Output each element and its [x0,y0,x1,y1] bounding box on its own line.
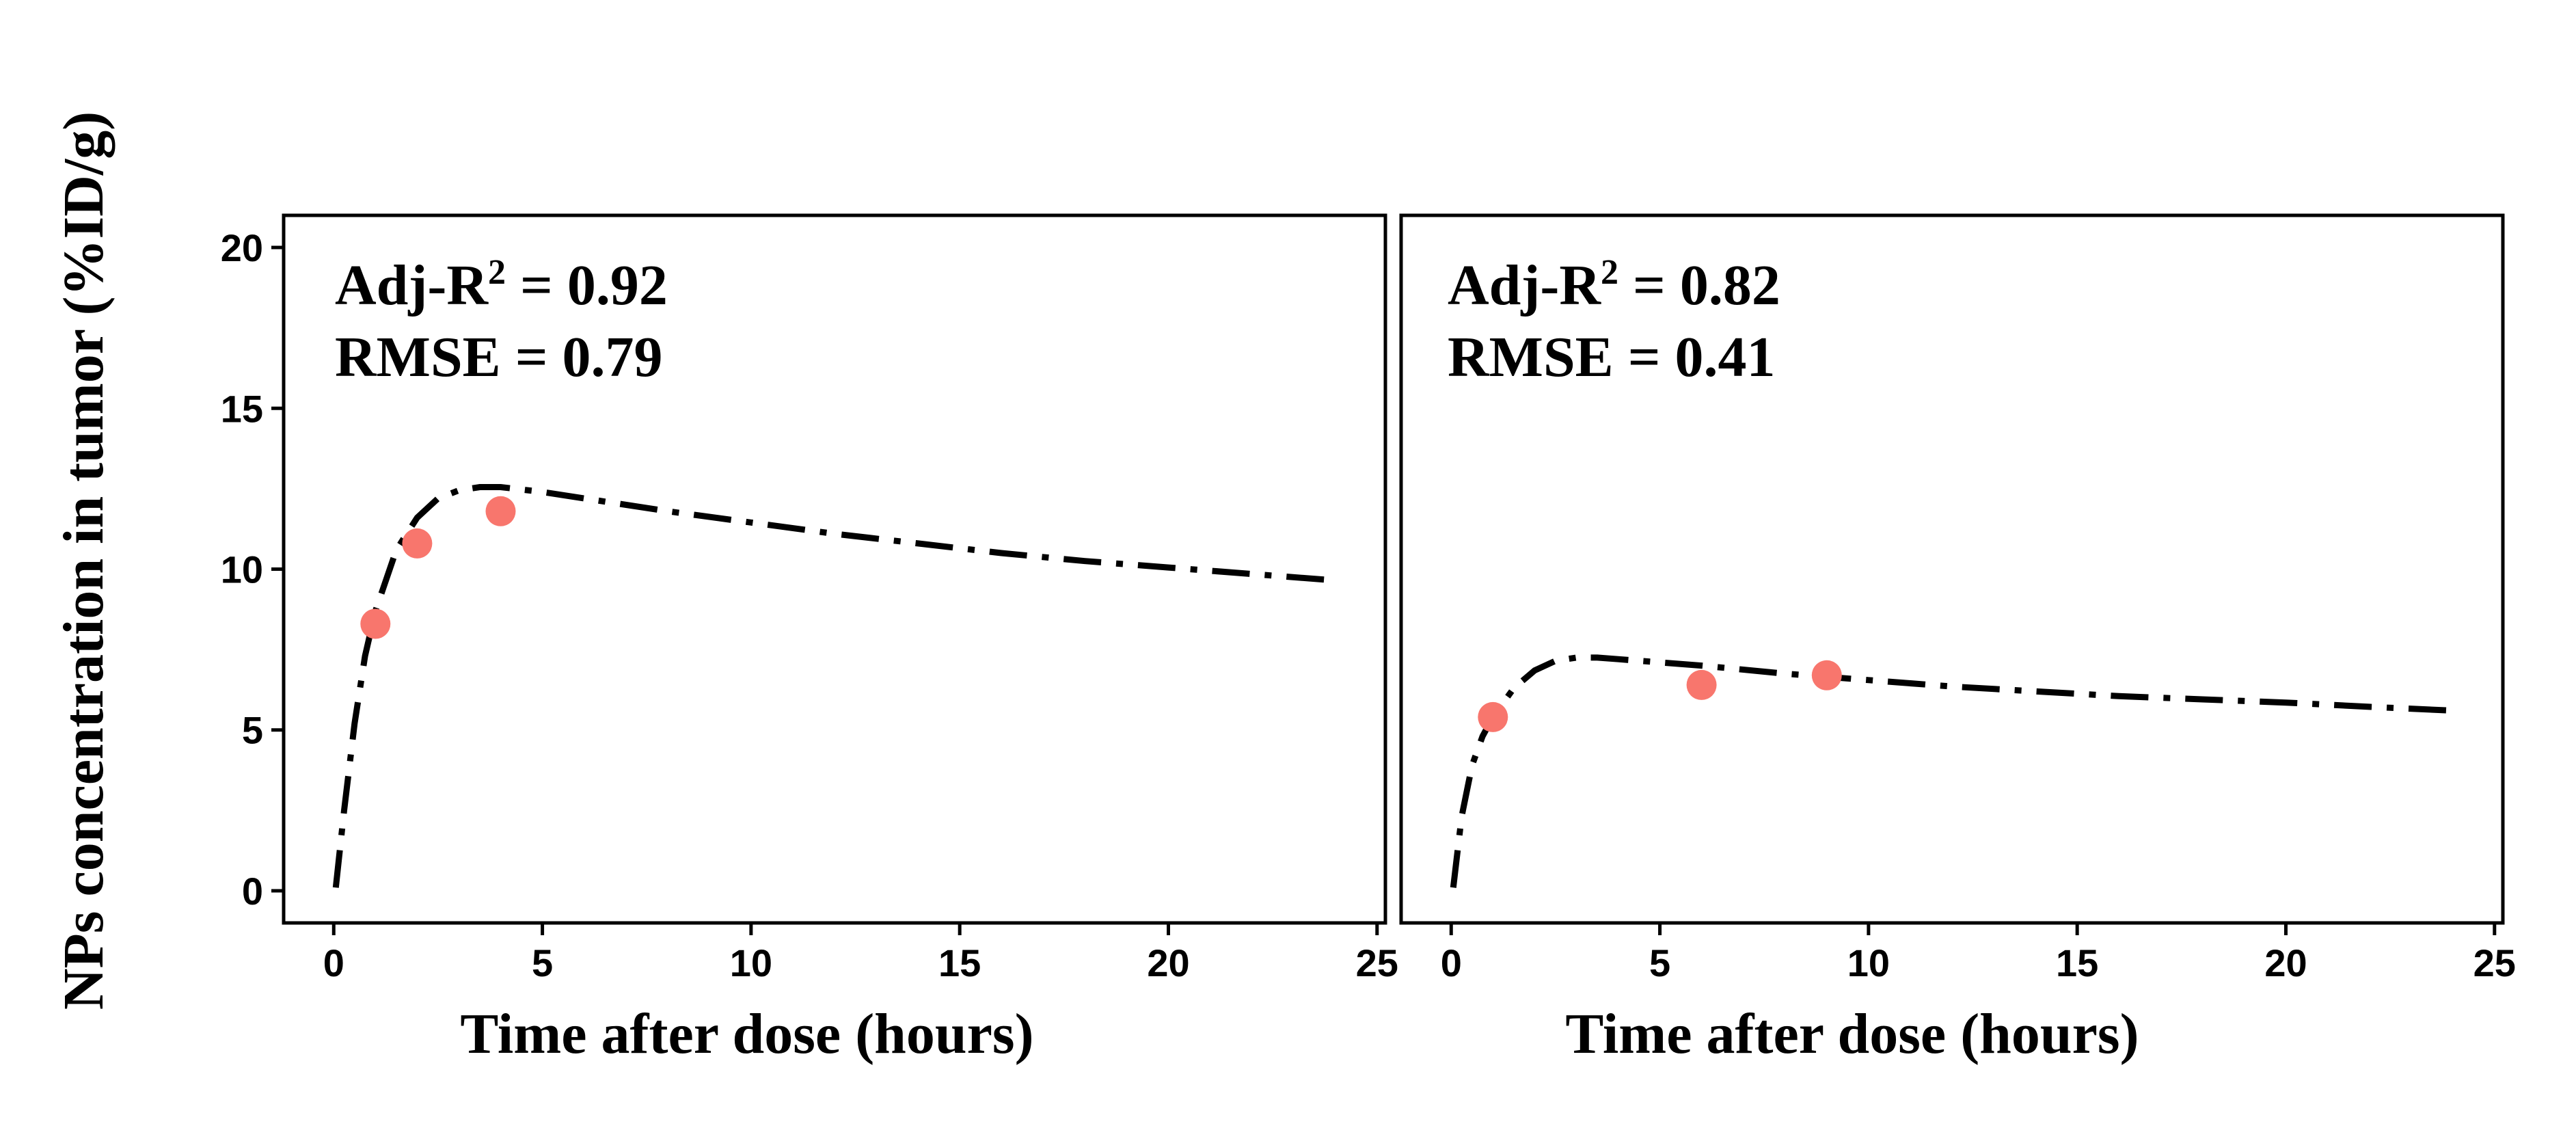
panel-right-fit-layer [1450,654,2453,888]
panel-right-x-tick-label-15: 15 [2056,941,2098,984]
y-tick-label-20: 20 [221,226,263,269]
panel-right-annotation-adj-value: = 0.82 [1618,254,1780,317]
y-axis-ticks: 0 5 10 15 20 [221,226,284,913]
panel-right: 0 5 10 15 20 25 Adj-R2 = 0.82 RMSE = 0.41 Tim… [1399,213,2516,1066]
panel-left-data-point-3 [485,496,516,526]
panel-right-fit-curve [1450,654,2453,888]
panel-left-x-tick-label-25: 25 [1356,941,1398,984]
y-axis-title: NPs concentration in tumor (%ID/g) [52,111,116,1010]
panel-right-x-tick-label-5: 5 [1649,941,1670,984]
panel-right-ticks-layer: 0 5 10 15 20 25 [1441,923,2516,984]
panel-left-annotation-adj-prefix: Adj-R [335,254,489,317]
panel-left-x-tick-label-10: 10 [730,941,772,984]
panel-left-data-point-1 [360,608,391,639]
panel-left-data-point-2 [402,528,433,559]
panel-right-data-point-2 [1686,669,1717,700]
panel-left-x-tick-label-5: 5 [532,941,553,984]
panel-right-x-tick-label-10: 10 [1847,941,1890,984]
panel-left-annotation-sup: 2 [488,253,506,292]
panel-left-x-tick-label-0: 0 [323,941,344,984]
panel-right-frame [1399,213,2505,925]
y-tick-label-5: 5 [242,709,263,752]
panel-right-x-axis-title: Time after dose (hours) [1565,1002,2139,1066]
panel-left-x-tick-label-20: 20 [1147,941,1189,984]
y-tick-label-0: 0 [242,870,263,913]
panel-right-data-point-3 [1811,660,1842,690]
panel-right-annotation-rmse: RMSE = 0.41 [1448,325,1776,389]
panel-left-annotation-rmse: RMSE = 0.79 [335,325,663,389]
y-tick-label-10: 10 [221,548,263,591]
panel-left-x-axis-title: Time after dose (hours) [460,1002,1033,1066]
panel-right-annotation-adj-prefix: Adj-R [1448,254,1601,317]
panel-right-x-tick-label-25: 25 [2473,941,2516,984]
panel-right-data-point-1 [1478,701,1508,732]
panel-left-points-layer [360,496,516,639]
panel-right-annotation-adj-r2: Adj-R2 = 0.82 [1448,253,1780,317]
panel-left-fit-layer [332,484,1336,888]
panel-right-x-tick-label-20: 20 [2264,941,2307,984]
panel-left: 0 5 10 15 20 25 Adj-R2 = 0.92 RMSE = 0.79 Tim… [282,213,1398,1066]
y-tick-label-15: 15 [221,387,263,430]
panel-left-annotation-adj-value: = 0.92 [506,254,668,317]
panel-left-annotation-adj-r2: Adj-R2 = 0.92 [335,253,668,317]
panel-right-x-tick-label-0: 0 [1441,941,1462,984]
panel-right-points-layer [1478,660,1842,732]
panel-left-x-tick-label-15: 15 [938,941,981,984]
panel-right-annotation-sup: 2 [1601,253,1618,292]
panel-left-fit-curve [332,484,1336,888]
panel-left-ticks-layer: 0 5 10 15 20 25 [323,923,1398,984]
